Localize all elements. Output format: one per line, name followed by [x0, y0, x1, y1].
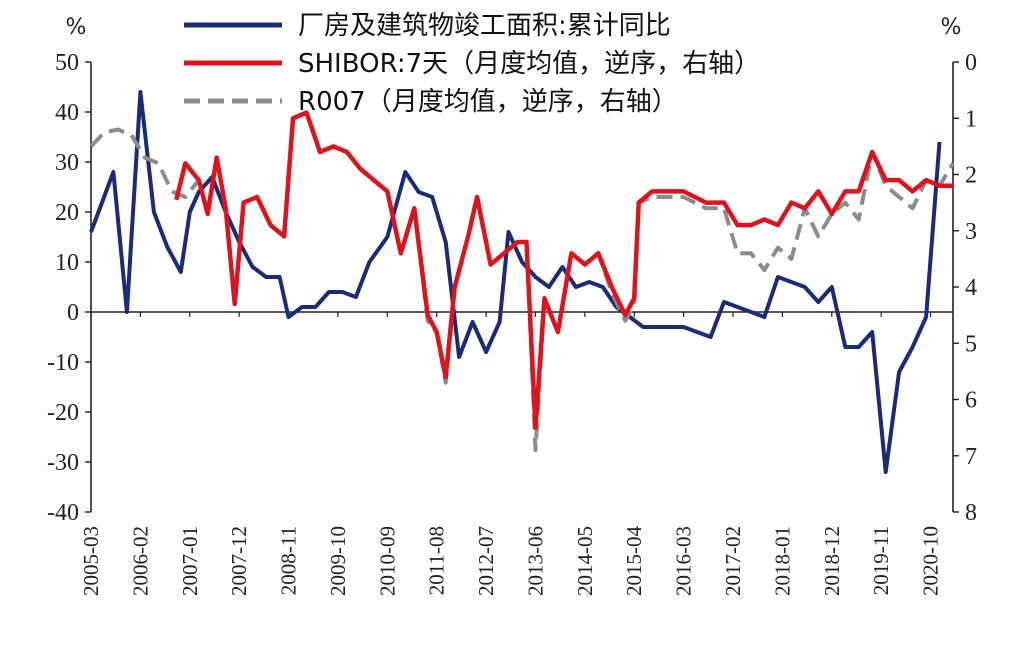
x-tick-label: 2018-12	[820, 526, 844, 596]
left-tick-label: -10	[47, 350, 79, 376]
x-tick-label: 2019-11	[869, 526, 893, 595]
right-tick-label: 5	[965, 331, 977, 357]
x-tick-label: 2007-01	[178, 526, 202, 596]
x-tick-label: 2006-02	[128, 526, 152, 596]
left-tick-label: 0	[67, 300, 79, 326]
left-tick-label: -30	[47, 450, 79, 476]
x-tick-label: 2008-11	[277, 526, 301, 595]
x-tick-label: 2011-08	[425, 526, 449, 595]
x-tick-label: 2017-02	[721, 526, 745, 596]
x-tick-label: 2013-06	[523, 526, 547, 596]
legend-label-r007: R007（月度均值，逆序，右轴）	[298, 87, 678, 117]
x-tick-label: 2014-05	[573, 526, 597, 596]
x-tick-label: 2010-09	[375, 526, 399, 596]
x-tick-label: 2016-03	[672, 526, 696, 596]
series-shibor-7d	[174, 110, 953, 430]
x-tick-label: 2012-07	[474, 526, 498, 596]
series-completed-area-yoy	[89, 90, 942, 474]
x-tick-label: 2007-12	[227, 526, 251, 596]
right-tick-label: 4	[965, 275, 977, 301]
left-tick-label: 40	[55, 100, 79, 126]
left-axis-unit: %	[66, 15, 87, 40]
legend-label-shibor: SHIBOR:7天（月度均值，逆序，右轴）	[298, 49, 760, 79]
left-tick-label: -40	[47, 500, 79, 526]
right-tick-label: 0	[965, 50, 977, 76]
right-tick-label: 8	[965, 500, 977, 526]
left-tick-label: 10	[55, 250, 79, 276]
right-tick-label: 6	[965, 388, 977, 414]
series-r007	[89, 110, 955, 453]
x-tick-label: 2020-10	[919, 526, 943, 596]
x-tick-label: 2018-01	[770, 526, 794, 596]
left-tick-label: 30	[55, 150, 79, 176]
left-tick-label: 50	[55, 50, 79, 76]
left-tick-label: 20	[55, 200, 79, 226]
right-tick-label: 7	[965, 444, 977, 470]
series-layer	[89, 90, 955, 474]
right-tick-label: 3	[965, 219, 977, 245]
x-tick-label: 2005-03	[79, 526, 103, 596]
right-tick-label: 1	[965, 106, 977, 132]
legend: 厂房及建筑物竣工面积:累计同比 SHIBOR:7天（月度均值，逆序，右轴） R0…	[184, 11, 760, 117]
legend-label-completed-area: 厂房及建筑物竣工面积:累计同比	[298, 11, 671, 41]
x-tick-label: 2015-04	[622, 526, 646, 596]
axes: 50 40 30 20 10 0 -10 -20 -30 -40 0 1 2 3 4 5 6 7 8 2005-03 2…	[47, 50, 977, 596]
right-axis-unit: %	[941, 15, 962, 40]
left-tick-label: -20	[47, 400, 79, 426]
right-tick-label: 2	[965, 163, 977, 189]
x-tick-label: 2009-10	[326, 526, 350, 596]
